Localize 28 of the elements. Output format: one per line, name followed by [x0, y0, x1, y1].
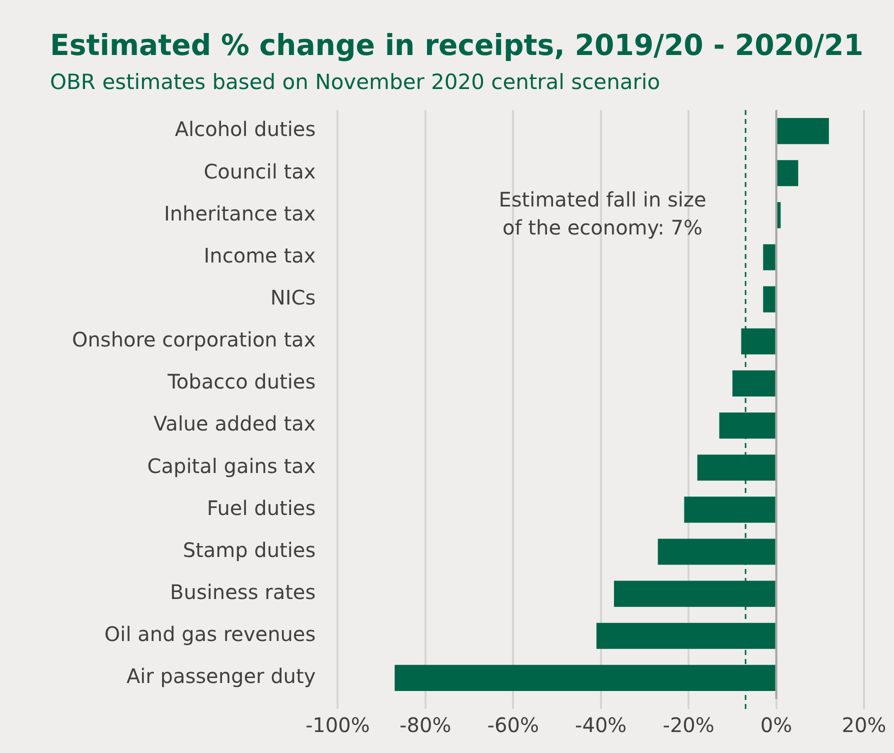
y-tick-label: Air passenger duty	[126, 664, 316, 688]
y-tick-label: Income tax	[204, 243, 316, 268]
y-tick-label: Tobacco duties	[166, 370, 316, 394]
x-tick-label: 0%	[760, 713, 792, 738]
x-tick-label: -20%	[662, 713, 714, 738]
chart-subtitle: OBR estimates based on November 2020 central scenario	[50, 70, 660, 94]
y-tick-label: Business rates	[170, 580, 316, 604]
bar	[763, 244, 776, 270]
y-tick-label: Council tax	[204, 159, 316, 184]
x-tick-label: -40%	[574, 713, 627, 738]
x-tick-label: -100%	[305, 713, 370, 738]
x-tick-label: 20%	[842, 713, 886, 738]
y-tick-label: NICs	[270, 286, 316, 310]
annotation: Estimated fall in size of the economy: 7%	[498, 187, 706, 240]
bar	[763, 286, 776, 312]
y-tick-label: Alcohol duties	[174, 117, 316, 142]
x-tick-label: -80%	[400, 713, 452, 738]
bar	[777, 118, 829, 144]
x-tick-label: -60%	[487, 713, 539, 738]
y-tick-label: Onshore corporation tax	[72, 328, 316, 352]
y-tick-label: Fuel duties	[206, 496, 316, 520]
chart-title: Estimated % change in receipts, 2019/20 - 2020/21	[50, 28, 864, 62]
y-tick-label: Oil and gas revenues	[104, 622, 316, 646]
y-tick-label: Stamp duties	[182, 538, 316, 562]
y-tick-label: Inheritance tax	[164, 201, 316, 226]
y-tick-label: Value added tax	[153, 412, 316, 436]
bar	[777, 160, 798, 186]
y-tick-label: Capital gains tax	[147, 454, 316, 478]
